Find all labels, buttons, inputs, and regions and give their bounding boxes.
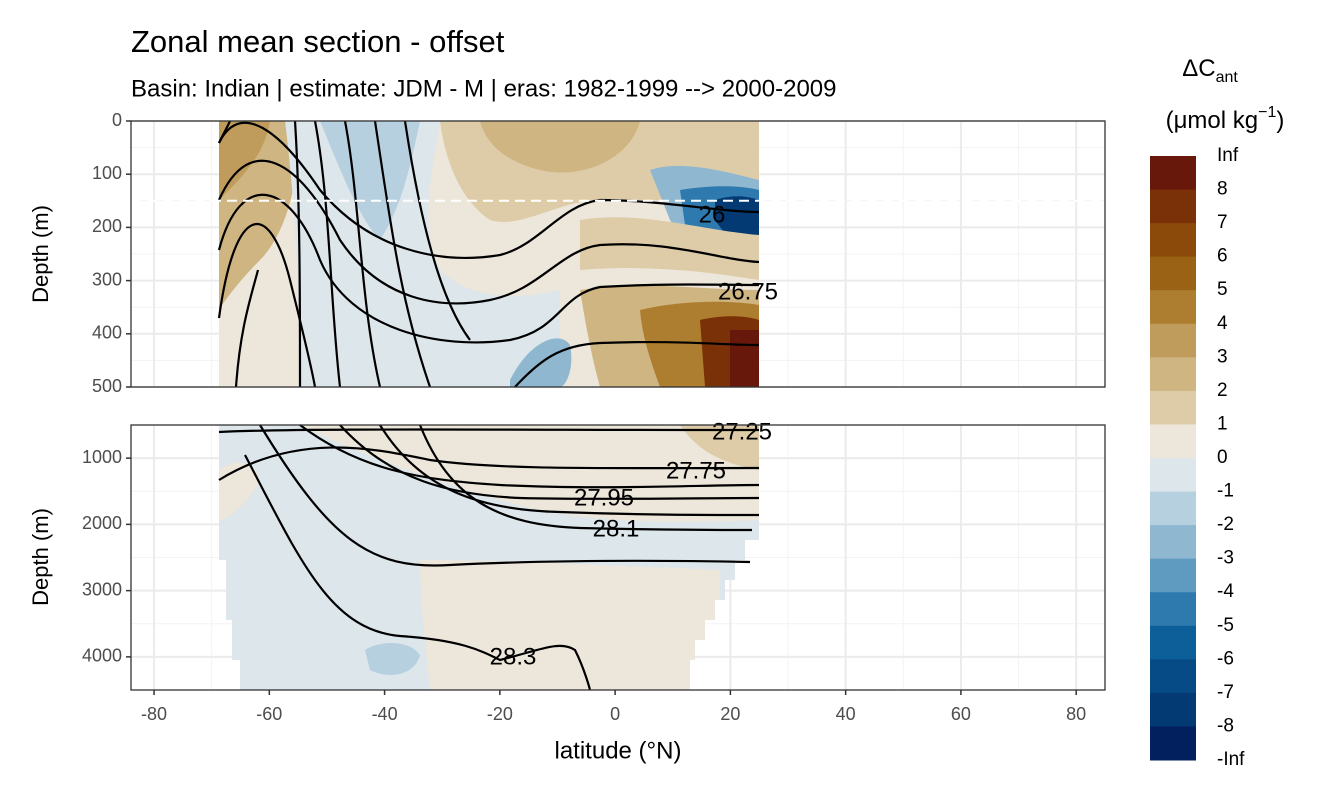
contour-label: 26.75: [718, 278, 778, 305]
legend-label: 6: [1217, 246, 1228, 267]
legend-swatch: [1150, 692, 1196, 727]
legend-label: 8: [1217, 179, 1228, 200]
x-tick-label: 40: [836, 704, 856, 724]
y-tick-label: 2000: [82, 513, 122, 533]
legend-label: -6: [1217, 648, 1234, 669]
legend-swatch: [1150, 323, 1196, 358]
legend-swatch: [1150, 558, 1196, 593]
legend-swatch: [1150, 726, 1196, 761]
legend-label: -4: [1217, 581, 1234, 602]
legend-swatch: [1150, 625, 1196, 660]
legend-swatch: [1150, 256, 1196, 291]
legend-label: 7: [1217, 212, 1228, 233]
y-tick-label: 1000: [82, 447, 122, 467]
y-tick-label: 100: [92, 163, 122, 183]
chart-title: Zonal mean section - offset: [131, 24, 505, 59]
panel-border: [130, 424, 1106, 691]
legend-label: -1: [1217, 481, 1234, 502]
legend-label: 1: [1217, 413, 1228, 434]
legend-label: -3: [1217, 548, 1234, 569]
x-tick-label: -20: [487, 704, 513, 724]
legend-label: Inf: [1217, 145, 1239, 166]
y-tick-label: 4000: [82, 646, 122, 666]
contour-line: [217, 120, 760, 691]
legend-unit: (μmol kg−1): [1166, 104, 1285, 134]
contour-label: 28.3: [490, 643, 537, 670]
legend-label: -7: [1217, 682, 1234, 703]
contour-label: 26: [699, 201, 726, 228]
legend-swatch: [1150, 525, 1196, 560]
contour-label: 27.25: [712, 418, 772, 445]
legend-swatch: [1150, 390, 1196, 425]
legend-swatch: [1150, 223, 1196, 258]
chart-subtitle: Basin: Indian | estimate: JDM - M | eras…: [131, 75, 837, 102]
contour-label: 28.1: [593, 515, 640, 542]
legend-swatch: [1150, 189, 1196, 224]
legend-label: 5: [1217, 279, 1228, 300]
legend-swatch: [1150, 290, 1196, 325]
contour-label: 27.75: [666, 457, 726, 484]
y-axis-title: Depth (m): [28, 205, 53, 303]
x-tick-label: -80: [141, 704, 167, 724]
y-tick-label: 300: [92, 269, 122, 289]
legend-title: ΔCant: [1182, 55, 1238, 86]
y-tick-label: 500: [92, 376, 122, 396]
y-tick-label: 0: [112, 110, 122, 130]
legend-swatch: [1150, 592, 1196, 627]
legend-label: -8: [1217, 715, 1234, 736]
legend-label: -5: [1217, 615, 1234, 636]
x-tick-label: 0: [610, 704, 620, 724]
panel-border: [130, 120, 1106, 388]
y-axis-title: Depth (m): [28, 508, 53, 606]
legend: Inf 8 7 6 5 4 3 2 1 0 -1 -2 -3 -4 -5 -6 -7 -8 -Inf: [1150, 145, 1245, 770]
legend-swatch: [1150, 491, 1196, 526]
legend-label: -Inf: [1217, 749, 1245, 770]
legend-swatch: [1150, 156, 1196, 191]
legend-label: 4: [1217, 313, 1228, 334]
contour-fill: [219, 425, 759, 690]
legend-label: 2: [1217, 380, 1228, 401]
y-tick-label: 200: [92, 216, 122, 236]
legend-swatch: [1150, 659, 1196, 694]
y-tick-label: 3000: [82, 579, 122, 599]
legend-label: 0: [1217, 447, 1228, 468]
x-tick-label: 60: [951, 704, 971, 724]
contour-label: 27.95: [574, 484, 634, 511]
y-tick-label: 400: [92, 323, 122, 343]
legend-swatch: [1150, 458, 1196, 493]
x-tick-label: 20: [720, 704, 740, 724]
x-tick-label: -40: [372, 704, 398, 724]
x-tick-label: 80: [1066, 704, 1086, 724]
legend-swatch: [1150, 424, 1196, 459]
x-tick-label: -60: [256, 704, 282, 724]
legend-label: 3: [1217, 346, 1228, 367]
legend-swatch: [1150, 357, 1196, 392]
x-axis-title: latitude (°N): [555, 737, 682, 764]
legend-label: -2: [1217, 514, 1234, 535]
